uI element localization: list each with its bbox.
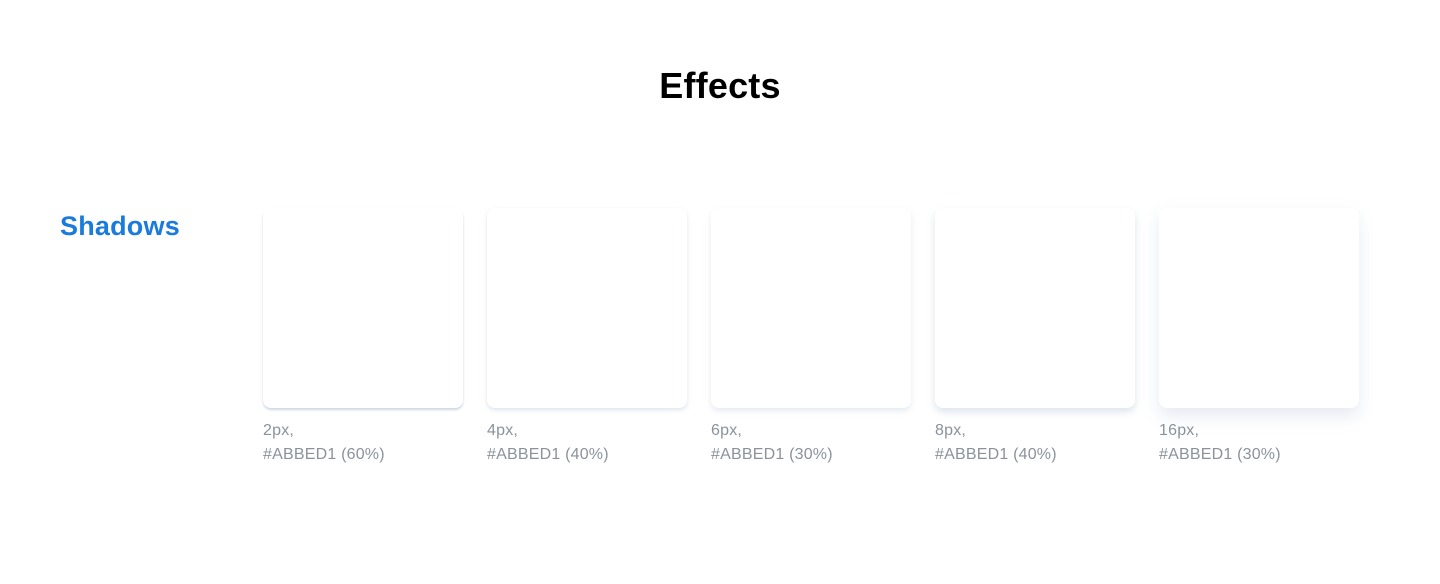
shadow-swatch: 2px, #ABBED1 (60%) bbox=[263, 208, 463, 467]
shadow-caption: 6px, #ABBED1 (30%) bbox=[711, 419, 911, 467]
shadow-color-label: #ABBED1 (30%) bbox=[1159, 446, 1281, 463]
shadow-card bbox=[1159, 208, 1359, 408]
shadow-swatch: 6px, #ABBED1 (30%) bbox=[711, 208, 911, 467]
page-title: Effects bbox=[659, 65, 781, 106]
shadow-card bbox=[487, 208, 687, 408]
shadow-caption: 4px, #ABBED1 (40%) bbox=[487, 419, 687, 467]
shadow-size-label: 4px, bbox=[487, 422, 519, 439]
shadow-swatch: 16px, #ABBED1 (30%) bbox=[1159, 208, 1359, 467]
shadow-caption: 16px, #ABBED1 (30%) bbox=[1159, 419, 1359, 467]
shadow-size-label: 8px, bbox=[935, 422, 967, 439]
shadow-card bbox=[263, 208, 463, 408]
shadow-color-label: #ABBED1 (40%) bbox=[487, 446, 609, 463]
section-title-shadows: Shadows bbox=[60, 211, 180, 241]
shadow-caption: 2px, #ABBED1 (60%) bbox=[263, 419, 463, 467]
shadow-card bbox=[935, 208, 1135, 408]
shadow-caption: 8px, #ABBED1 (40%) bbox=[935, 419, 1135, 467]
shadow-size-label: 2px, bbox=[263, 422, 295, 439]
shadow-size-label: 16px, bbox=[1159, 422, 1200, 439]
shadow-size-label: 6px, bbox=[711, 422, 743, 439]
shadow-card bbox=[711, 208, 911, 408]
shadow-color-label: #ABBED1 (60%) bbox=[263, 446, 385, 463]
shadow-swatch: 4px, #ABBED1 (40%) bbox=[487, 208, 687, 467]
shadow-color-label: #ABBED1 (30%) bbox=[711, 446, 833, 463]
shadow-swatch: 8px, #ABBED1 (40%) bbox=[935, 208, 1135, 467]
shadow-color-label: #ABBED1 (40%) bbox=[935, 446, 1057, 463]
